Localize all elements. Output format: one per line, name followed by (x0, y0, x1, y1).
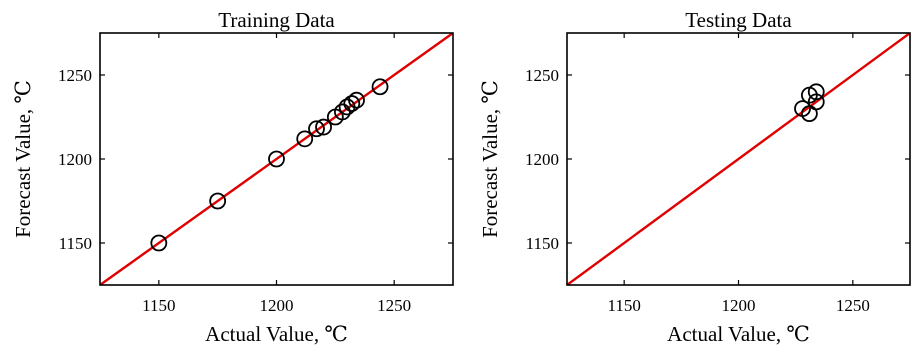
training-chart: 1150 1200 1250 1150 1200 1250 Training Data Act… (11, 8, 454, 346)
data-point-1 (150, 234, 168, 252)
x-tick-label-1250: 1250 (377, 296, 411, 315)
y-tick-label-1200: 1200 (58, 150, 92, 169)
data-point-10 (343, 95, 361, 112)
y-tick-label-1250: 1250 (58, 66, 92, 85)
data-point-12 (371, 78, 389, 96)
chart-title-testing-data: Testing Data (685, 8, 792, 32)
testing-chart: 1150 1200 1250 1150 1200 1250 Testing Data Actu… (478, 8, 911, 346)
chart-title-training-data: Training Data (218, 8, 335, 32)
plot-content (567, 33, 910, 285)
data-point-4 (807, 83, 825, 101)
plot-content (100, 33, 453, 285)
y-tick-label-1150: 1150 (59, 234, 92, 253)
data-point-6 (315, 118, 332, 136)
x-axis-label: Actual Value, ℃ (205, 322, 348, 346)
y-tick-label-1150: 1150 (526, 234, 559, 253)
data-point-8 (333, 103, 351, 121)
reference-line (567, 33, 910, 285)
data-point-5 (308, 120, 325, 138)
x-axis-label: Actual Value, ℃ (667, 322, 810, 346)
x-tick-label-1150: 1150 (607, 296, 640, 315)
data-point-11 (348, 91, 365, 109)
data-point-2 (209, 192, 227, 210)
x-tick-label-1250: 1250 (836, 296, 870, 315)
x-tick-label-1200: 1200 (722, 296, 756, 315)
y-tick-label-1200: 1200 (525, 150, 559, 169)
reference-line (100, 33, 453, 285)
data-point-3 (268, 150, 285, 168)
y-tick-label-1250: 1250 (525, 66, 559, 85)
x-tick-label-1200: 1200 (260, 296, 294, 315)
y-axis-label: Forecast Value, ℃ (11, 80, 35, 238)
data-point-5 (807, 93, 825, 111)
x-tick-label-1150: 1150 (142, 296, 175, 315)
y-axis-label: Forecast Value, ℃ (478, 80, 502, 238)
data-point-4 (296, 130, 314, 148)
